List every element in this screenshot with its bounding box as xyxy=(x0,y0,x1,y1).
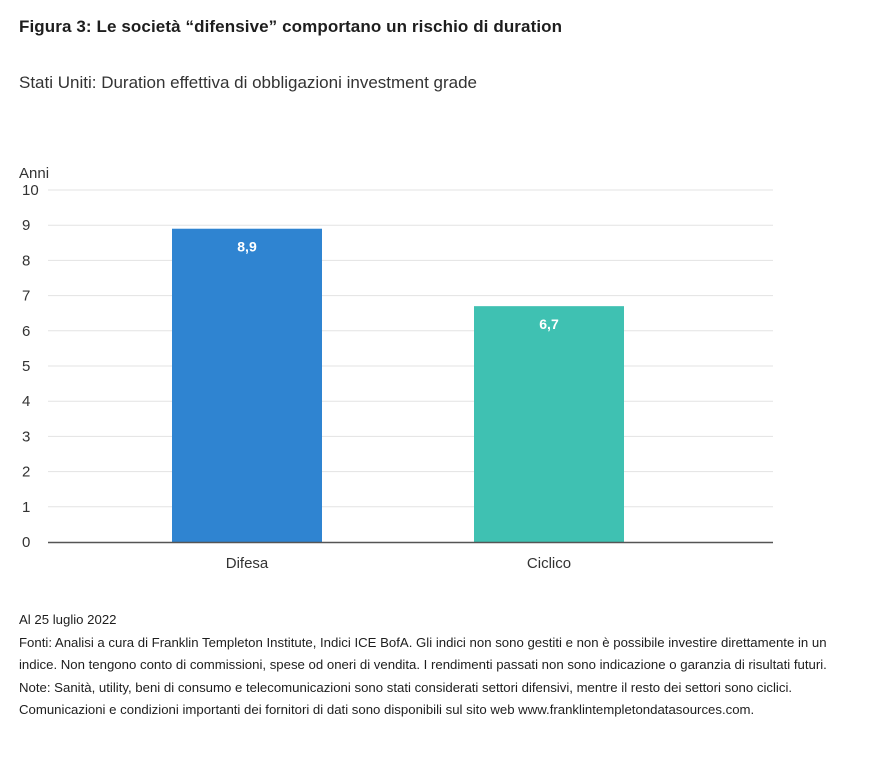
x-tick-label: Ciclico xyxy=(527,555,571,572)
notes-sources: Fonti: Analisi a cura di Franklin Temple… xyxy=(19,634,827,673)
y-tick-label: 7 xyxy=(22,288,30,305)
grid-lines xyxy=(48,189,773,508)
y-tick-label: 9 xyxy=(22,217,30,234)
x-tick-label: Difesa xyxy=(226,555,269,572)
y-tick-label: 6 xyxy=(22,323,30,340)
y-tick-label: 10 xyxy=(22,182,39,199)
notes-date: Al 25 luglio 2022 xyxy=(19,612,117,627)
figure-subtitle: Stati Uniti: Duration effettiva di obbli… xyxy=(19,73,477,92)
bars xyxy=(172,228,624,542)
bar-chart: Anni 0 1 2 3 4 5 6 7 8 9 10 8,9 Difesa 6,7 Ciclico xyxy=(19,165,773,572)
bar-value-label: 8,9 xyxy=(237,239,257,255)
notes-note: Note: Sanità, utility, beni di consumo e… xyxy=(19,679,793,695)
y-tick-label: 3 xyxy=(22,428,30,445)
figure-notes: Al 25 luglio 2022 Fonti: Analisi a cura … xyxy=(19,609,859,722)
y-tick-label: 8 xyxy=(22,252,30,269)
y-tick-label: 2 xyxy=(22,464,30,481)
y-tick-label: 0 xyxy=(22,534,30,551)
bar-value-label: 6,7 xyxy=(539,316,559,332)
y-tick-label: 4 xyxy=(22,393,30,410)
y-tick-label: 5 xyxy=(22,358,30,375)
figure-title: Figura 3: Le società “difensive” comport… xyxy=(19,17,563,36)
labels: Anni 0 1 2 3 4 5 6 7 8 9 10 8,9 Difesa 6,7 Ciclico xyxy=(19,165,571,572)
notes-providers: Comunicazioni e condizioni importanti de… xyxy=(19,702,755,717)
y-axis-label: Anni xyxy=(19,165,49,182)
bar-difesa xyxy=(172,228,322,542)
bar-ciclico xyxy=(474,306,624,542)
y-tick-label: 1 xyxy=(22,499,30,516)
